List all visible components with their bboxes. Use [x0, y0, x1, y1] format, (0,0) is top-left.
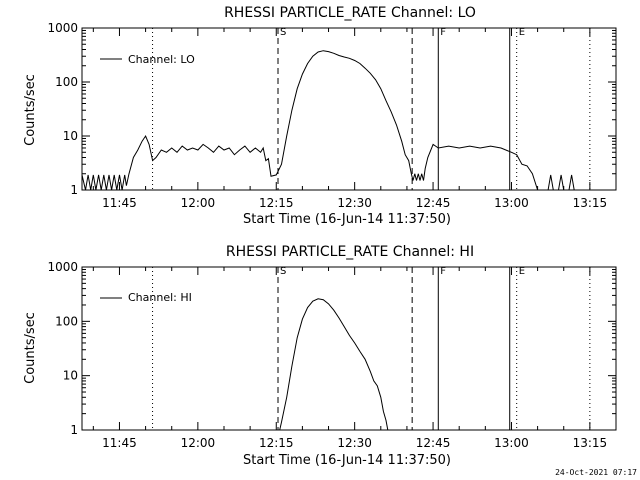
lo-x-axis-label: Start Time (16-Jun-14 11:37:50) — [243, 212, 451, 227]
lo-y-tick-label: 1000 — [47, 21, 78, 35]
lo-plot-frame — [81, 27, 617, 191]
lo-marker-label: F — [440, 27, 446, 38]
hi-plot-frame — [81, 266, 617, 431]
hi-y-tick-label: 1 — [70, 423, 78, 437]
hi-channel-panel: RHESSI PARTICLE_RATE Channel: HI Start T… — [23, 244, 617, 468]
lo-series-line-0 — [81, 50, 575, 191]
hi-x-tick-label: 13:15 — [573, 436, 608, 450]
lo-x-tick-label: 13:15 — [573, 196, 608, 210]
hi-x-tick-label: 12:45 — [416, 436, 451, 450]
lo-x-tick-label: 12:15 — [259, 196, 294, 210]
lo-chart-title: RHESSI PARTICLE_RATE Channel: LO — [224, 5, 476, 21]
lo-y-tick-label: 100 — [55, 75, 78, 89]
hi-x-axis-label: Start Time (16-Jun-14 11:37:50) — [243, 453, 451, 468]
hi-legend-label: Channel: HI — [128, 291, 192, 304]
lo-x-tick-label: 11:45 — [102, 196, 137, 210]
hi-y-tick-label: 1000 — [47, 260, 78, 274]
hi-x-tick-label: 13:00 — [494, 436, 529, 450]
hi-marker-label: S — [280, 266, 286, 277]
hi-x-tick-label: 12:30 — [337, 436, 372, 450]
lo-channel-panel: RHESSI PARTICLE_RATE Channel: LO Start T… — [23, 5, 617, 227]
lo-y-tick-label: 1 — [70, 183, 78, 197]
hi-marker-label: E — [519, 266, 525, 277]
lo-marker-label: S — [280, 27, 286, 38]
lo-x-tick-label: 12:30 — [337, 196, 372, 210]
lo-y-tick-label: 10 — [63, 129, 78, 143]
timestamp-label: 24-Oct-2021 07:17 — [555, 468, 637, 477]
lo-marker-label: E — [519, 27, 525, 38]
hi-y-axis-label: Counts/sec — [23, 312, 38, 384]
hi-x-tick-label: 12:15 — [259, 436, 294, 450]
hi-y-tick-label: 10 — [63, 369, 78, 383]
hi-x-tick-label: 11:45 — [102, 436, 137, 450]
lo-x-tick-label: 13:00 — [494, 196, 529, 210]
lo-x-tick-label: 12:00 — [181, 196, 216, 210]
hi-y-tick-label: 100 — [55, 314, 78, 328]
lo-x-tick-label: 12:45 — [416, 196, 451, 210]
lo-legend-label: Channel: LO — [128, 53, 195, 66]
lo-y-axis-label: Counts/sec — [23, 74, 38, 146]
hi-x-tick-label: 12:00 — [181, 436, 216, 450]
hi-marker-label: F — [440, 266, 446, 277]
hi-series-line-0 — [279, 298, 389, 431]
hi-chart-title: RHESSI PARTICLE_RATE Channel: HI — [226, 244, 474, 260]
